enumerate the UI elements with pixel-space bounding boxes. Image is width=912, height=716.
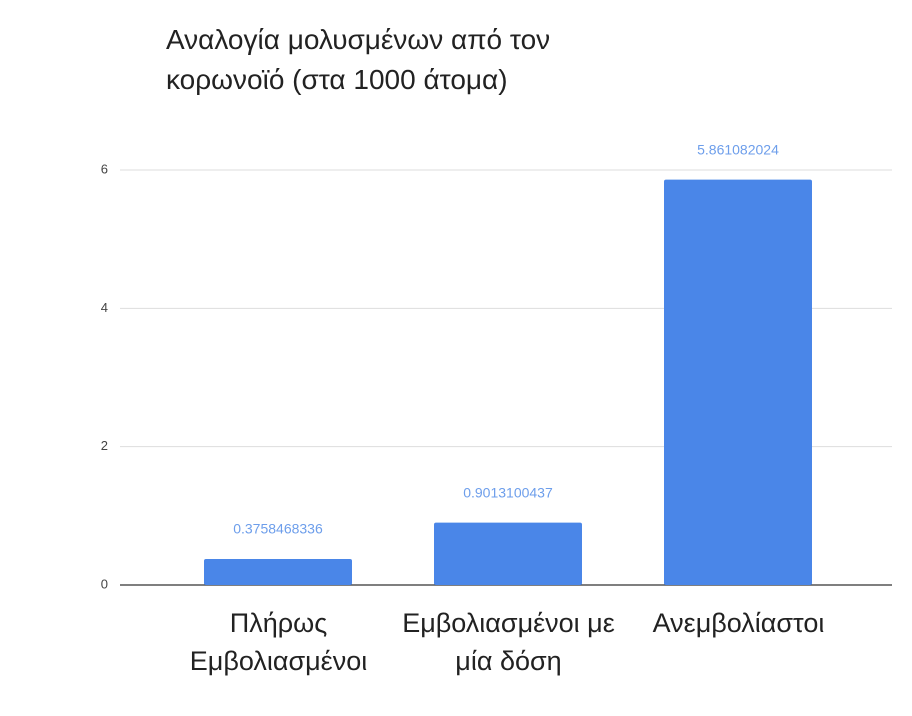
y-tick-label: 6 bbox=[101, 161, 108, 176]
data-label: 0.3758468336 bbox=[233, 521, 323, 537]
y-tick-label: 0 bbox=[101, 576, 108, 591]
bar bbox=[204, 559, 352, 585]
y-tick-label: 4 bbox=[101, 300, 108, 315]
x-tick-label: Εμβολιασμένοι με μία δόση bbox=[402, 608, 615, 676]
data-label: 0.9013100437 bbox=[463, 484, 553, 500]
bar bbox=[664, 179, 812, 585]
data-label: 5.861082024 bbox=[697, 141, 779, 157]
x-tick-label: Ανεμβολίαστοι bbox=[652, 608, 825, 638]
bar bbox=[434, 522, 582, 585]
chart-title: Αναλογία μολυσμένων από τον κορωνοϊό (στ… bbox=[166, 24, 551, 95]
x-tick-label: Πλήρως Εμβολιασμένοι bbox=[189, 608, 368, 676]
y-tick-label: 2 bbox=[101, 438, 108, 453]
